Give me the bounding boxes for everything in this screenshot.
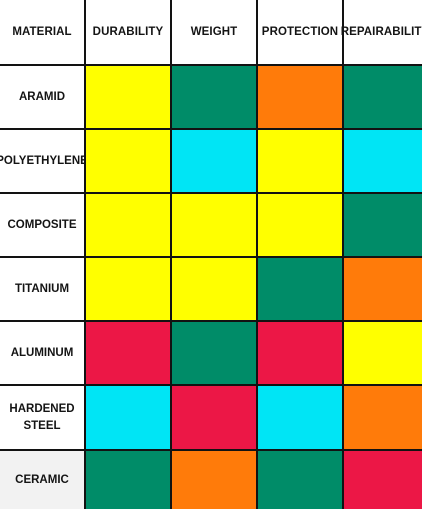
row-label-composite: COMPOSITE: [0, 194, 84, 256]
rating-cell-polyethylene-durability: [86, 130, 170, 192]
row-label-aluminum: ALUMINUM: [0, 322, 84, 384]
rating-cell-composite-durability: [86, 194, 170, 256]
rating-cell-titanium-repairability: [344, 258, 422, 320]
row-label-aramid: ARAMID: [0, 66, 84, 128]
rating-cell-ceramic-weight: [172, 451, 256, 509]
rating-cell-aramid-weight: [172, 66, 256, 128]
rating-cell-hardened-steel-weight: [172, 386, 256, 449]
rating-cell-aluminum-durability: [86, 322, 170, 384]
row-label-polyethylene: POLYETHYLENE: [0, 130, 88, 192]
rating-cell-titanium-protection: [258, 258, 342, 320]
rating-cell-ceramic-durability: [86, 451, 170, 509]
rating-cell-aramid-durability: [86, 66, 170, 128]
rating-cell-ceramic-protection: [258, 451, 342, 509]
rating-cell-aramid-repairability: [344, 66, 422, 128]
header-material: MATERIAL: [0, 0, 84, 64]
rating-cell-hardened-steel-protection: [258, 386, 342, 449]
rating-cell-aramid-protection: [258, 66, 342, 128]
header-weight: WEIGHT: [172, 0, 256, 64]
header-protection: PROTECTION: [258, 0, 342, 64]
rating-cell-aluminum-weight: [172, 322, 256, 384]
header-durability: DURABILITY: [86, 0, 170, 64]
row-label-hardened-steel: HARDENED STEEL: [0, 386, 84, 449]
rating-cell-hardened-steel-durability: [86, 386, 170, 449]
rating-cell-aluminum-repairability: [344, 322, 422, 384]
row-label-ceramic: CERAMIC: [0, 451, 84, 509]
rating-cell-polyethylene-weight: [172, 130, 256, 192]
header-repairability: REPAIRABILITY: [341, 0, 422, 64]
row-label-titanium: TITANIUM: [0, 258, 84, 320]
rating-cell-polyethylene-repairability: [344, 130, 422, 192]
rating-cell-titanium-weight: [172, 258, 256, 320]
rating-cell-aluminum-protection: [258, 322, 342, 384]
rating-cell-ceramic-repairability: [344, 451, 422, 509]
rating-cell-composite-repairability: [344, 194, 422, 256]
rating-cell-composite-weight: [172, 194, 256, 256]
rating-cell-titanium-durability: [86, 258, 170, 320]
rating-cell-polyethylene-protection: [258, 130, 342, 192]
rating-cell-composite-protection: [258, 194, 342, 256]
rating-cell-hardened-steel-repairability: [344, 386, 422, 449]
